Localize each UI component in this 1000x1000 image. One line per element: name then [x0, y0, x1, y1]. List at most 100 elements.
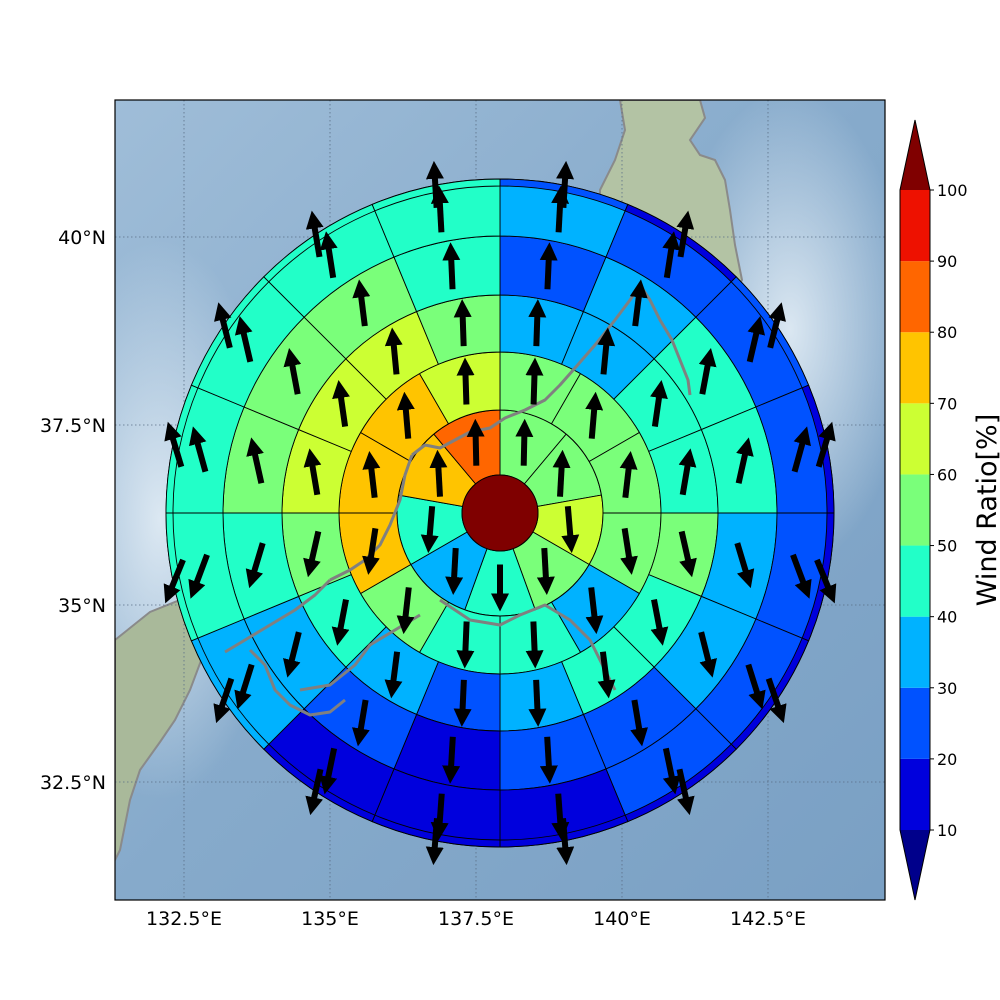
wind-arrow	[164, 421, 185, 468]
wind-arrow	[234, 663, 255, 710]
latitude-ticks: 32.5°N 35°N 37.5°N 40°N	[40, 227, 106, 794]
wind-arrow	[539, 736, 558, 784]
center-disc	[461, 474, 539, 552]
wind-arrow	[425, 817, 444, 866]
wind-arrow	[384, 651, 403, 699]
wind-arrow	[556, 817, 575, 866]
wind-arrow	[767, 302, 786, 349]
colorbar-tick-label: 40	[937, 608, 957, 627]
wind-arrow	[662, 231, 681, 279]
wind-arrow	[163, 558, 186, 604]
map-frame	[114, 99, 886, 901]
colorbar-segment	[900, 190, 930, 262]
wind-arrow	[561, 506, 580, 554]
colorbar-title: Wind Ratio[%]	[972, 414, 1000, 606]
wind-arrow	[332, 380, 350, 427]
wind-arrow	[319, 747, 338, 795]
wind-arrow	[213, 677, 235, 724]
wind-arrow	[442, 242, 461, 290]
wind-arrow	[630, 699, 649, 747]
wind-arrow	[425, 160, 444, 208]
colorbar-tick-label: 50	[937, 537, 957, 556]
wind-arrow	[283, 347, 302, 395]
wind-arrow	[585, 391, 604, 439]
map-area	[115, 100, 885, 900]
colorbar-segment	[900, 332, 930, 404]
wind-arrow	[453, 299, 472, 347]
colorbar-tick-label: 70	[937, 394, 957, 413]
wind-arrow	[650, 599, 669, 646]
wind-arrow	[676, 768, 695, 816]
wind-arrow	[597, 651, 616, 699]
colorbar-tick-label: 10	[937, 821, 957, 840]
colorbar-segment	[900, 545, 930, 617]
lat-tick-label: 35°N	[58, 595, 106, 617]
wind-arrow	[456, 621, 475, 669]
wind-arrow	[525, 621, 544, 669]
wind-arrow	[352, 279, 371, 327]
wind-arrow	[525, 357, 544, 405]
colorbar-tick-label: 80	[937, 323, 957, 342]
wind-arrow	[246, 437, 265, 484]
colorbar: 10 20 30 40 50 60 70 80 90 100	[899, 119, 968, 901]
wind-arrow	[456, 357, 475, 405]
colorbar-segment	[900, 616, 930, 688]
colorbar-tick-label: 30	[937, 679, 957, 698]
wind-arrow	[396, 587, 415, 635]
wind-arrow	[305, 210, 324, 258]
wind-arrow	[678, 448, 697, 496]
wind-arrow	[245, 542, 266, 589]
wind-arrow	[430, 793, 449, 841]
wind-arrow	[362, 451, 381, 499]
lon-tick-label: 137.5°E	[438, 908, 514, 930]
polar-cell	[371, 178, 501, 212]
wind-arrow	[351, 699, 370, 747]
wind-arrow	[552, 449, 571, 497]
wind-arrow	[662, 747, 681, 795]
colorbar-segment	[900, 758, 930, 830]
wind-arrow	[189, 426, 209, 473]
colorbar-tick-label: 20	[937, 750, 957, 769]
longitude-ticks: 132.5°E 135°E 137.5°E 140°E 142.5°E	[146, 908, 806, 930]
colorbar-segment	[900, 687, 930, 759]
lat-tick-label: 37.5°N	[40, 415, 106, 437]
wind-arrow	[734, 542, 755, 589]
wind-arrow	[445, 547, 464, 595]
colorbar-tick-label: 90	[937, 252, 957, 271]
wind-arrow	[815, 421, 836, 468]
wind-arrow	[430, 185, 449, 233]
wind-arrow	[515, 418, 534, 466]
colorbar-segment	[900, 261, 930, 333]
lon-tick-label: 132.5°E	[146, 908, 222, 930]
wind-arrow	[234, 316, 254, 363]
wind-arrow	[396, 391, 415, 439]
colorbar-segment	[900, 474, 930, 546]
wind-arrow	[466, 418, 485, 466]
wind-arrow	[814, 558, 837, 604]
wind-arrow	[698, 347, 717, 395]
wind-arrow	[303, 448, 322, 496]
wind-arrow	[629, 279, 648, 327]
colorbar-tick-label: 100	[937, 181, 968, 200]
lon-tick-label: 142.5°E	[730, 908, 806, 930]
colorbar-tick-label: 60	[937, 465, 957, 484]
wind-arrow	[384, 327, 403, 375]
wind-arrow	[536, 547, 555, 595]
wind-arrow	[453, 679, 472, 727]
lon-tick-label: 140°E	[593, 908, 651, 930]
wind-arrow	[528, 679, 547, 727]
wind-arrow	[678, 530, 697, 578]
wind-arrow	[676, 210, 695, 258]
wind-arrow	[745, 663, 766, 710]
wind-arrow	[597, 327, 616, 375]
wind-arrow	[551, 793, 570, 841]
wind-arrow	[528, 299, 547, 347]
wind-arrow	[305, 768, 324, 816]
wind-arrow	[214, 302, 233, 349]
wind-arrow	[735, 437, 754, 484]
wind-arrow	[188, 553, 210, 599]
wind-arrow	[746, 316, 766, 363]
wind-arrow	[619, 451, 638, 499]
wind-arrow	[791, 426, 811, 473]
